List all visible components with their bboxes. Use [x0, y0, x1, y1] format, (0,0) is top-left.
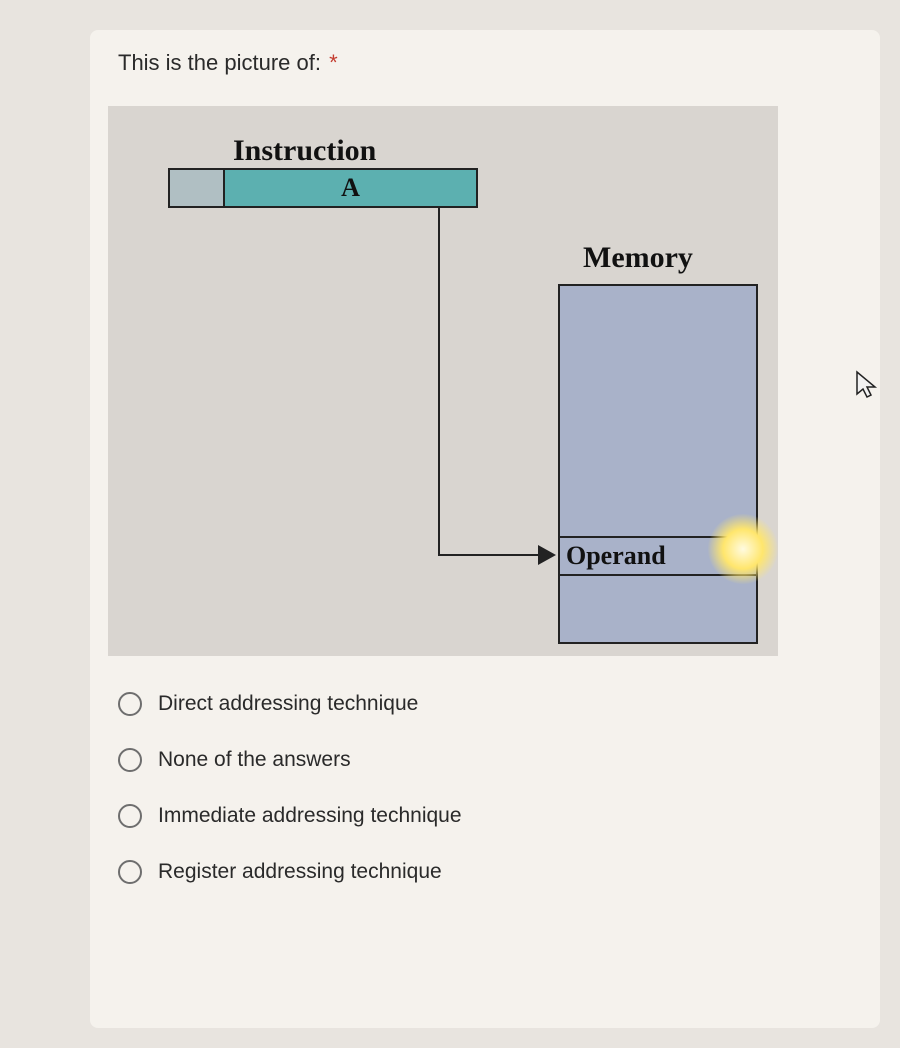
- required-asterisk: *: [329, 50, 338, 75]
- radio-icon: [118, 860, 142, 884]
- instruction-label: Instruction: [233, 134, 376, 168]
- option-label: Immediate addressing technique: [158, 804, 462, 828]
- radio-icon: [118, 692, 142, 716]
- radio-icon: [118, 804, 142, 828]
- instruction-opcode-cell: [170, 170, 225, 206]
- quiz-card: This is the picture of: * Instruction A …: [90, 30, 880, 1028]
- memory-label: Memory: [583, 241, 693, 275]
- question-title: This is the picture of: *: [118, 50, 852, 76]
- radio-option[interactable]: None of the answers: [118, 732, 852, 788]
- instruction-box: A: [168, 168, 478, 208]
- addressing-diagram: Instruction A Memory Operand: [108, 106, 778, 656]
- option-label: Direct addressing technique: [158, 692, 418, 716]
- memory-box: Operand: [558, 284, 758, 644]
- operand-cell: Operand: [560, 536, 756, 576]
- instruction-address-cell: A: [225, 170, 476, 206]
- diagram-connector-horizontal: [438, 554, 538, 556]
- option-label: None of the answers: [158, 748, 351, 772]
- radio-option[interactable]: Immediate addressing technique: [118, 788, 852, 844]
- option-label: Register addressing technique: [158, 860, 442, 884]
- diagram-connector-vertical: [438, 208, 440, 554]
- radio-option[interactable]: Direct addressing technique: [118, 676, 852, 732]
- radio-option[interactable]: Register addressing technique: [118, 844, 852, 900]
- arrow-right-icon: [538, 545, 556, 565]
- options-group: Direct addressing technique None of the …: [118, 676, 852, 900]
- radio-icon: [118, 748, 142, 772]
- question-text: This is the picture of:: [118, 50, 321, 75]
